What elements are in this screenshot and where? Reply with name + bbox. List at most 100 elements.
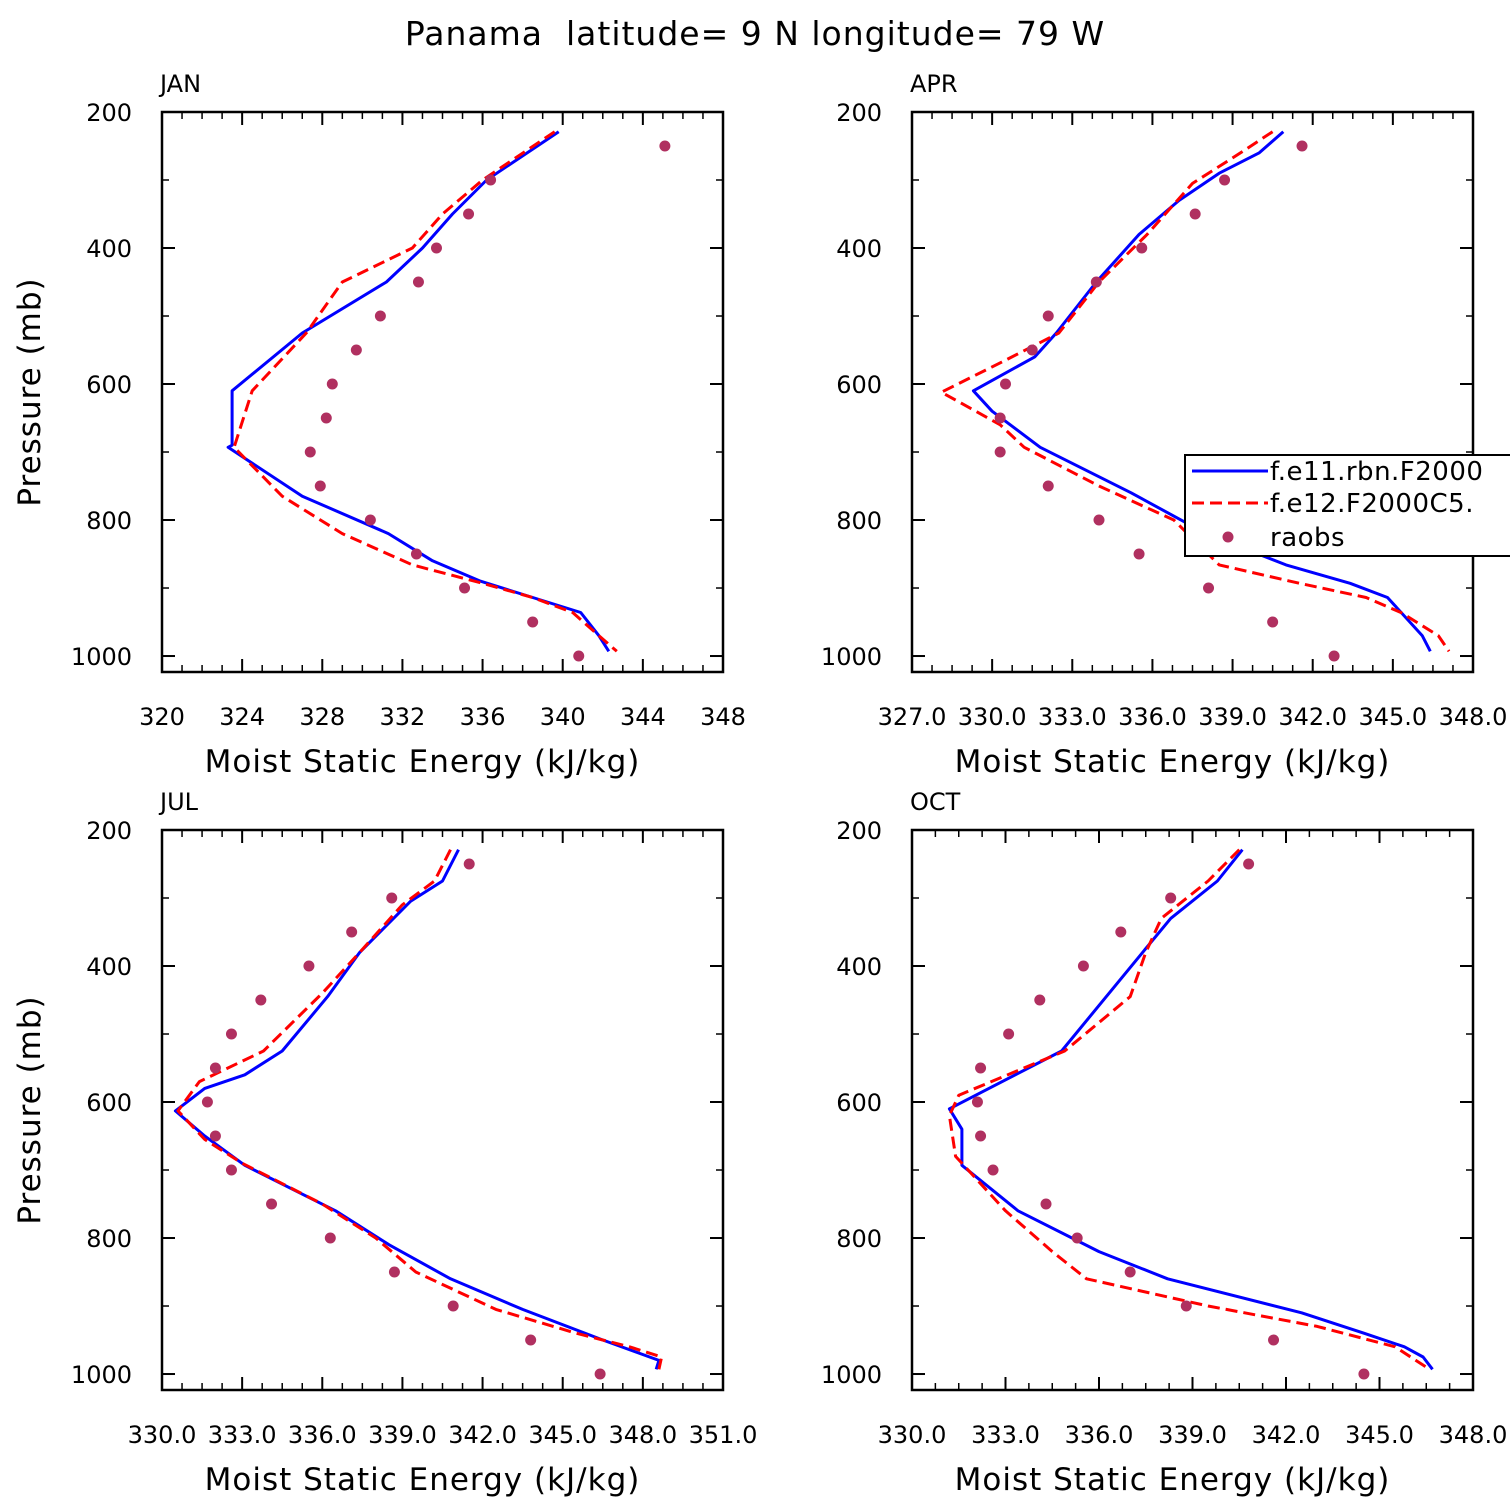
raobs-point: [266, 1198, 278, 1210]
x-tick-label: 339.0: [1158, 1421, 1227, 1449]
y-tick-label: 400: [836, 953, 882, 981]
panel-jan: JAN 320 324 328 332 336 340 344 348 200 400 600 800 1…: [12, 70, 746, 780]
y-tick-label: 1000: [821, 643, 882, 671]
series-group: [947, 848, 1434, 1380]
raobs-point: [1003, 1028, 1015, 1040]
raobs-point: [447, 1300, 459, 1312]
raobs-point: [1034, 994, 1046, 1006]
raobs-point: [303, 960, 315, 972]
series-line-f-e12: [939, 130, 1451, 653]
y-tick-label: 800: [836, 507, 882, 535]
raobs-point: [525, 1334, 537, 1346]
raobs-point: [485, 174, 497, 186]
raobs-point: [209, 1062, 221, 1074]
raobs-point: [388, 1266, 400, 1278]
raobs-point: [1042, 480, 1054, 492]
y-tick-label: 800: [86, 507, 132, 535]
raobs-point: [975, 1062, 987, 1074]
raobs-point: [364, 514, 376, 526]
raobs-point: [386, 892, 398, 904]
x-tick-label: 330.0: [958, 703, 1027, 731]
x-axis-label: Moist Static Energy (kJ/kg): [205, 744, 641, 780]
raobs-point: [659, 140, 671, 152]
y-tick-label: 800: [86, 1225, 132, 1253]
raobs-point: [594, 1368, 606, 1380]
series-group: [939, 130, 1451, 662]
x-tick-label: 330.0: [128, 1421, 197, 1449]
raobs-point: [1090, 276, 1102, 288]
raobs-point: [201, 1096, 213, 1108]
raobs-point: [573, 650, 585, 662]
panel-title: JUL: [158, 788, 199, 816]
raobs-point: [374, 310, 386, 322]
raobs-point: [1165, 892, 1177, 904]
x-tick-label: 336.0: [1065, 1421, 1134, 1449]
plot-frame: [160, 110, 725, 674]
y-tick-label: 600: [836, 371, 882, 399]
legend-label: f.e11.rbn.F2000: [1270, 457, 1483, 487]
y-tick-label: 200: [836, 817, 882, 845]
y-tick-label: 200: [86, 99, 132, 127]
x-axis-label: Moist Static Energy (kJ/kg): [955, 744, 1391, 780]
series-line-f-e11: [226, 130, 611, 653]
series-line-f-e11: [971, 130, 1432, 652]
raobs-point: [994, 412, 1006, 424]
y-tick-label: 600: [836, 1089, 882, 1117]
raobs-point: [994, 446, 1006, 458]
series-line-f-e12: [232, 130, 618, 653]
y-tick-label: 1000: [71, 1361, 132, 1389]
x-tick-label: 344: [620, 703, 666, 731]
panel-apr: APR 327.0 330.0 333.0 336.0 339.0 342.0 345.0 34…: [821, 70, 1507, 780]
x-tick-label: 333.0: [208, 1421, 277, 1449]
x-tick-label: 339.0: [368, 1421, 437, 1449]
y-tick-label: 1000: [71, 643, 132, 671]
x-tick-label: 342.0: [448, 1421, 517, 1449]
raobs-point: [209, 1130, 221, 1142]
y-tick-label: 800: [836, 1225, 882, 1253]
raobs-point: [1136, 242, 1148, 254]
raobs-point: [255, 994, 267, 1006]
x-tick-label: 345.0: [528, 1421, 597, 1449]
panels: JAN 320 324 328 332 336 340 344 348 200 400 600 800 1…: [12, 70, 1507, 1498]
panel-oct: OCT 330.0 333.0 336.0 339.0 342.0 345.0 348.0 20…: [821, 788, 1507, 1498]
raobs-point: [320, 412, 332, 424]
series-group: [173, 849, 664, 1380]
series-line-f-e11: [947, 848, 1434, 1371]
raobs-point: [350, 344, 362, 356]
raobs-point: [324, 1232, 336, 1244]
raobs-point: [314, 480, 326, 492]
y-tick-label: 1000: [821, 1361, 882, 1389]
x-tick-label: 336.0: [288, 1421, 357, 1449]
legend-label: raobs: [1270, 523, 1345, 553]
x-tick-label: 333.0: [1038, 703, 1107, 731]
x-tick-label: 348.0: [608, 1421, 677, 1449]
x-tick-label: 327.0: [878, 703, 947, 731]
series-group: [226, 130, 671, 662]
raobs-point: [1124, 1266, 1136, 1278]
raobs-point: [1115, 926, 1127, 938]
raobs-point: [1328, 650, 1340, 662]
legend-label: f.e12.F2000C5.: [1270, 489, 1474, 519]
raobs-point: [225, 1164, 237, 1176]
x-tick-label: 336: [460, 703, 506, 731]
y-axis-label: Pressure (mb): [12, 277, 48, 506]
raobs-point: [1268, 1334, 1280, 1346]
plot-frame: [160, 828, 725, 1392]
y-tick-label: 600: [86, 1089, 132, 1117]
figure-title: Panama latitude= 9 N longitude= 79 W: [405, 14, 1105, 53]
raobs-point: [1219, 174, 1231, 186]
raobs-point: [430, 242, 442, 254]
x-tick-label: 333.0: [971, 1421, 1040, 1449]
panel-title: JAN: [158, 70, 201, 98]
x-tick-label: 330.0: [878, 1421, 947, 1449]
x-axis-label: Moist Static Energy (kJ/kg): [205, 1462, 641, 1498]
raobs-point: [326, 378, 338, 390]
raobs-point: [1077, 960, 1089, 972]
raobs-point: [527, 616, 539, 628]
raobs-point: [1243, 858, 1255, 870]
x-tick-label: 348.0: [1439, 1421, 1508, 1449]
x-tick-label: 320: [139, 703, 185, 731]
x-tick-label: 340: [540, 703, 586, 731]
raobs-point: [975, 1130, 987, 1142]
